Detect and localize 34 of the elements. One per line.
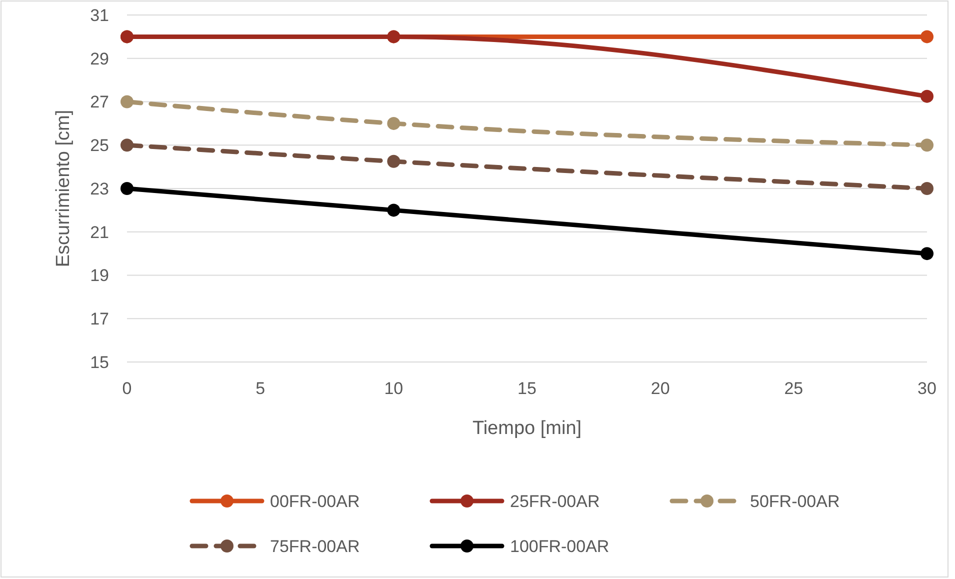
x-tick-label: 0 [122,379,132,398]
legend-label: 00FR-00AR [270,492,360,511]
point [920,247,934,260]
point [387,116,400,130]
y-tick-label: 21 [90,222,109,242]
x-tick-label: 5 [256,379,266,398]
y-tick-label: 23 [90,179,109,198]
point [120,95,134,108]
x-axis-title: Tiempo [min] [472,418,582,439]
legend-label: 50FR-00AR [750,492,840,511]
x-tick-label: 10 [384,379,404,398]
y-tick-label: 15 [90,352,109,372]
point [920,30,934,44]
x-tick-label: 20 [650,379,670,398]
legend-label: 25FR-00AR [510,492,600,511]
y-tick-label: 25 [90,136,109,156]
legend-label: 100FR-00AR [510,536,610,556]
y-tick-label: 17 [90,310,109,329]
y-tick-label: 19 [90,266,109,286]
y-tick-label: 27 [90,92,109,112]
point [920,138,934,152]
y-tick-label: 29 [90,49,109,68]
x-tick-label: 15 [518,379,536,398]
point [387,154,400,168]
x-tick-label: 25 [784,379,804,398]
x-tick-label: 30 [918,379,936,398]
point [120,138,134,152]
point [120,182,134,195]
legend-label: 75FR-00AR [270,536,360,556]
point [387,204,400,217]
y-tick-label: 31 [90,6,109,25]
point [920,90,934,103]
y-axis-title: Escurrimiento [cm] [53,110,74,268]
point [920,182,934,195]
